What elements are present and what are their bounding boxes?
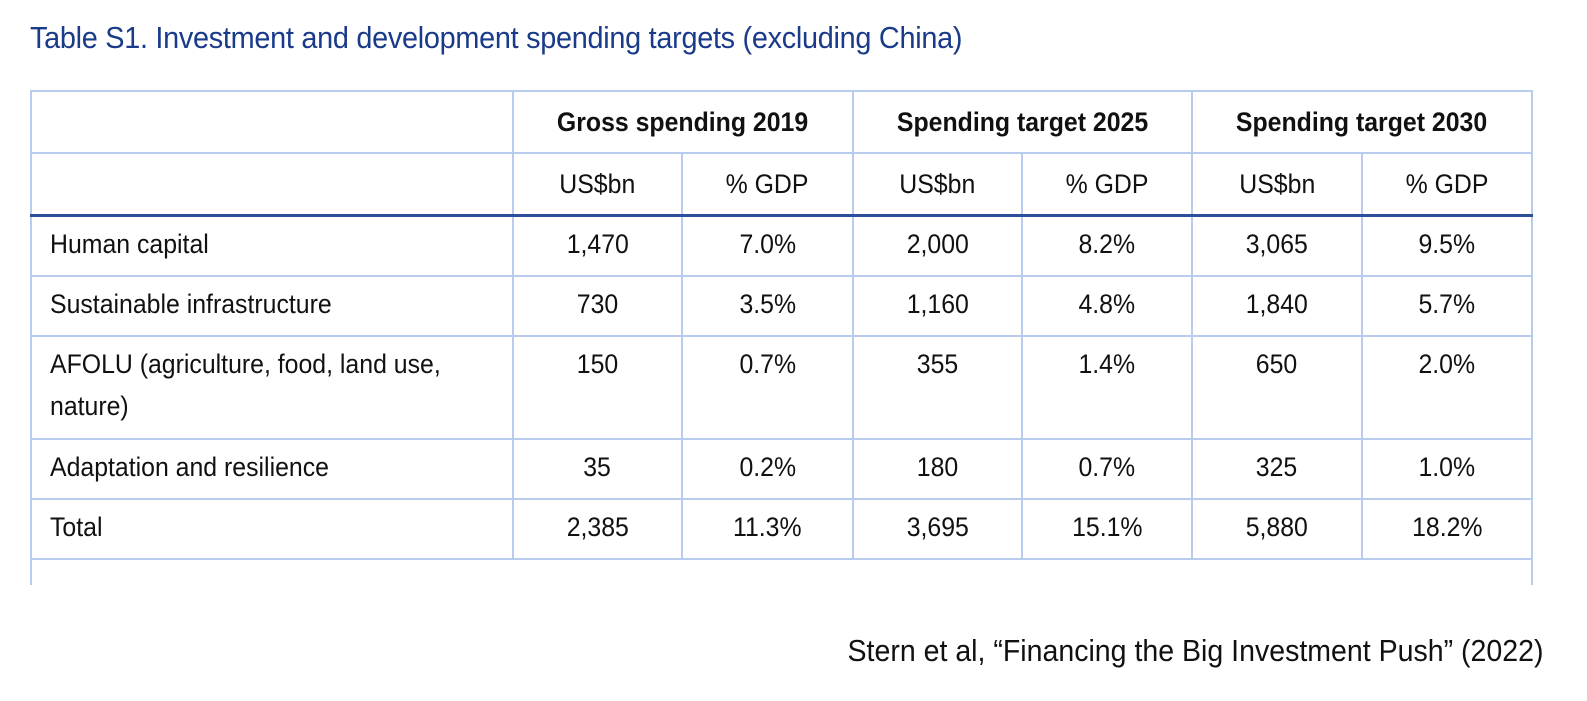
cell: 0.7% xyxy=(681,334,854,440)
group-header: Spending target 2030 xyxy=(1191,90,1533,154)
group-header: Gross spending 2019 xyxy=(512,90,854,154)
spending-table: Gross spending 2019 Spending target 2025… xyxy=(30,90,1533,585)
cell: 11.3% xyxy=(681,497,854,560)
cell: 15.1% xyxy=(1021,497,1193,560)
cell: 7.0% xyxy=(681,214,854,277)
cell: 2,385 xyxy=(512,497,683,560)
cell: 650 xyxy=(1191,334,1363,440)
row-label: AFOLU (agriculture, food, land use, natu… xyxy=(30,334,514,440)
cell: 2,000 xyxy=(852,214,1023,277)
cell: 9.5% xyxy=(1361,214,1533,277)
sub-header: % GDP xyxy=(1021,152,1193,217)
row-label: Human capital xyxy=(30,214,514,277)
total-row: Total 2,385 11.3% 3,695 15.1% 5,880 18.2… xyxy=(30,497,1533,560)
table-row: AFOLU (agriculture, food, land use, natu… xyxy=(30,334,1533,440)
corner-cell xyxy=(30,90,514,154)
cell: 2.0% xyxy=(1361,334,1533,440)
cell: 1,840 xyxy=(1191,274,1363,337)
group-header: Spending target 2025 xyxy=(852,90,1193,154)
cell: 35 xyxy=(512,437,683,500)
corner-cell xyxy=(30,152,514,217)
row-label: Adaptation and resilience xyxy=(30,437,514,500)
empty-cell xyxy=(30,557,1533,585)
table-row: Adaptation and resilience 35 0.2% 180 0.… xyxy=(30,437,1533,500)
cell: 0.7% xyxy=(1021,437,1193,500)
cell: 3.5% xyxy=(681,274,854,337)
sub-header-row: US$bn % GDP US$bn % GDP US$bn % GDP xyxy=(30,152,1533,217)
cell: 1.4% xyxy=(1021,334,1193,440)
cell: 3,695 xyxy=(852,497,1023,560)
empty-row xyxy=(30,557,1533,585)
table-row: Sustainable infrastructure 730 3.5% 1,16… xyxy=(30,274,1533,337)
cell: 5,880 xyxy=(1191,497,1363,560)
citation: Stern et al, “Financing the Big Investme… xyxy=(847,633,1543,668)
sub-header: % GDP xyxy=(1361,152,1533,217)
table-row: Human capital 1,470 7.0% 2,000 8.2% 3,06… xyxy=(30,214,1533,277)
cell: 3,065 xyxy=(1191,214,1363,277)
cell: 8.2% xyxy=(1021,214,1193,277)
cell: 180 xyxy=(852,437,1023,500)
group-header-row: Gross spending 2019 Spending target 2025… xyxy=(30,90,1533,154)
row-label: Total xyxy=(30,497,514,560)
cell: 5.7% xyxy=(1361,274,1533,337)
sub-header: US$bn xyxy=(852,152,1023,217)
cell: 1,160 xyxy=(852,274,1023,337)
sub-header: US$bn xyxy=(1191,152,1363,217)
cell: 1,470 xyxy=(512,214,683,277)
table-title: Table S1. Investment and development spe… xyxy=(30,20,963,55)
cell: 18.2% xyxy=(1361,497,1533,560)
sub-header: US$bn xyxy=(512,152,683,217)
cell: 150 xyxy=(512,334,683,440)
row-label: Sustainable infrastructure xyxy=(30,274,514,337)
cell: 355 xyxy=(852,334,1023,440)
cell: 1.0% xyxy=(1361,437,1533,500)
cell: 730 xyxy=(512,274,683,337)
sub-header: % GDP xyxy=(681,152,854,217)
cell: 4.8% xyxy=(1021,274,1193,337)
cell: 0.2% xyxy=(681,437,854,500)
cell: 325 xyxy=(1191,437,1363,500)
